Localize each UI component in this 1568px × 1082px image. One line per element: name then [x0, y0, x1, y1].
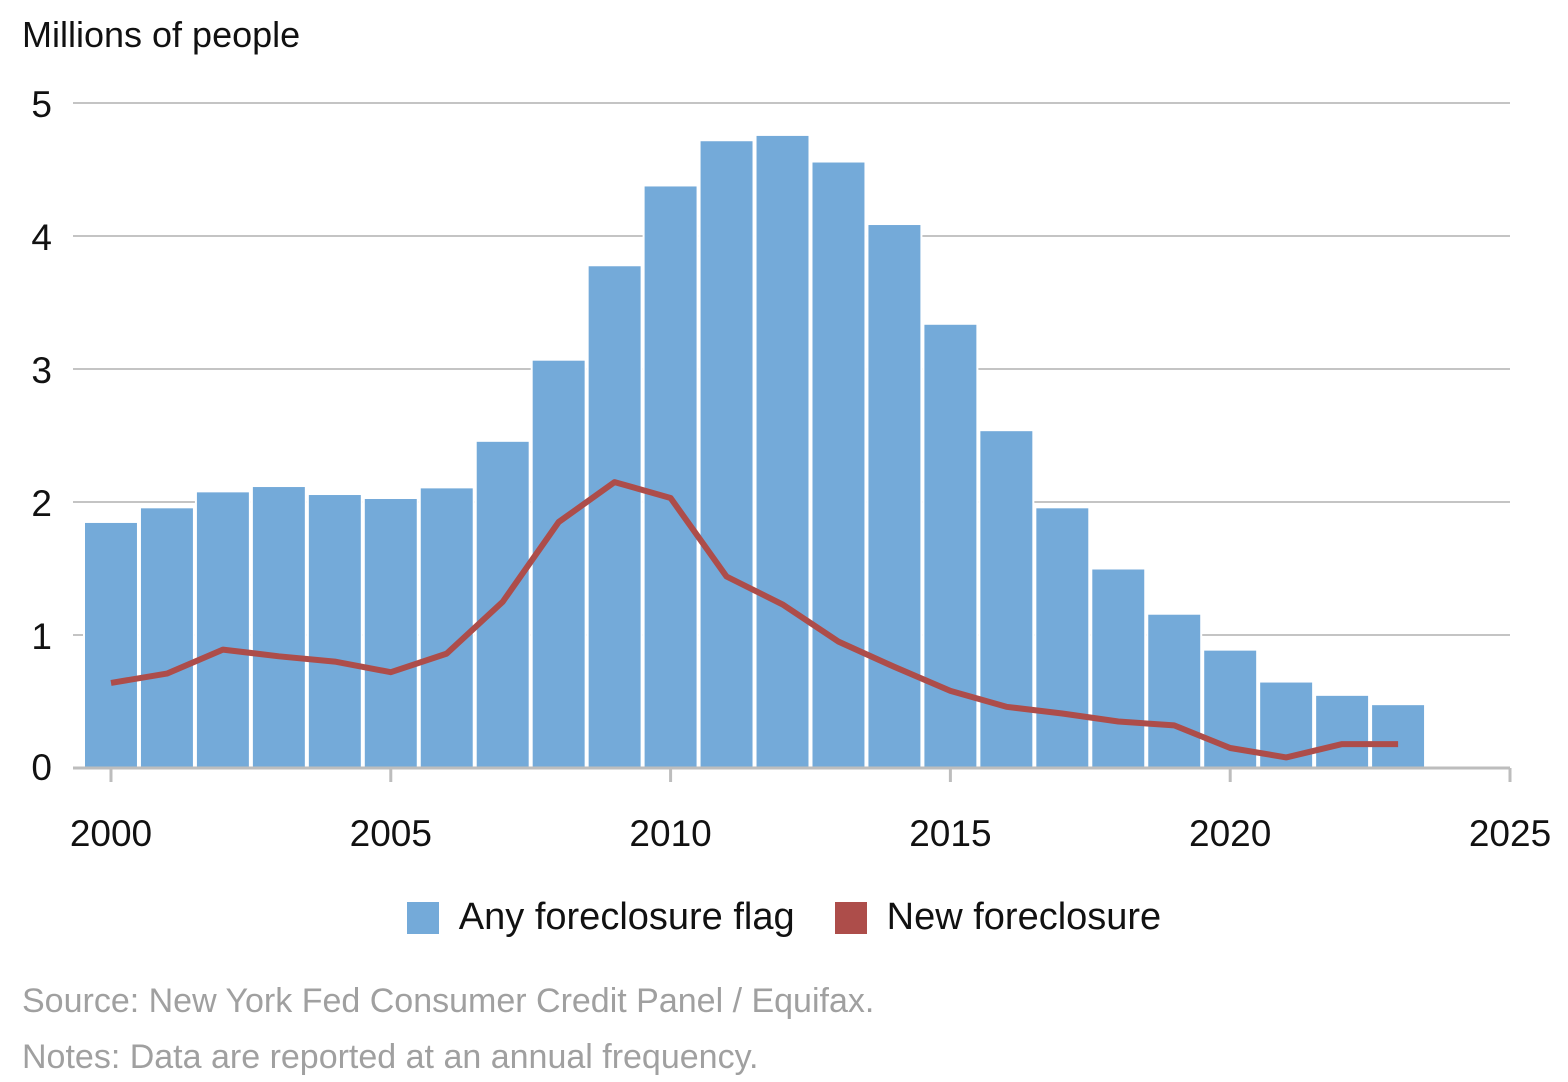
bar-2006 [418, 486, 475, 769]
y-tick-label-3: 3 [31, 350, 52, 391]
bar-series-any-foreclosure-flag [83, 133, 1427, 770]
bar-2010 [642, 184, 699, 769]
bar-2004 [306, 493, 363, 769]
bar-2013 [810, 160, 867, 769]
axes [73, 766, 1512, 782]
y-tick-label-0: 0 [31, 747, 52, 788]
y-tick-label-2: 2 [31, 483, 52, 524]
legend-item-new-foreclosure: New foreclosure [834, 896, 1162, 939]
bar-2019 [1146, 612, 1203, 769]
line-series-new-foreclosure [110, 479, 1399, 761]
bar-2017 [1034, 506, 1091, 769]
bar-2003 [250, 485, 307, 769]
y-tick-label-1: 1 [31, 616, 52, 657]
x-tick-label-2005: 2005 [350, 813, 432, 854]
bar-2001 [138, 506, 195, 769]
bar-2002 [194, 490, 251, 769]
bar-2000 [83, 520, 139, 770]
line-new-foreclosure [110, 479, 1399, 761]
bar-2012 [754, 133, 811, 770]
bar-2016 [978, 429, 1035, 769]
bar-2008 [530, 358, 587, 769]
legend-swatch-line [834, 901, 867, 934]
bar-2023 [1370, 703, 1427, 769]
y-tick-label-4: 4 [31, 217, 52, 258]
notes-note: Notes: Data are reported at an annual fr… [22, 1038, 759, 1076]
bar-2015 [922, 322, 979, 769]
bar-2009 [586, 264, 643, 769]
x-tick-label-2010: 2010 [629, 813, 711, 854]
bar-2011 [698, 139, 755, 770]
legend-label-any-foreclosure-flag: Any foreclosure flag [458, 896, 795, 938]
x-tick-labels: 2000 2005 2010 2015 2020 2025 [70, 813, 1551, 854]
legend-swatch-bar [406, 901, 439, 934]
legend-item-any-foreclosure-flag: Any foreclosure flag [406, 896, 795, 939]
x-tick-label-2020: 2020 [1189, 813, 1271, 854]
x-tick-label-2000: 2000 [70, 813, 152, 854]
bar-2014 [866, 223, 923, 769]
bar-2018 [1090, 567, 1147, 769]
source-note: Source: New York Fed Consumer Credit Pan… [22, 982, 875, 1020]
legend: Any foreclosure flag New foreclosure [0, 896, 1568, 939]
bar-2022 [1314, 693, 1371, 769]
bar-2005 [362, 497, 419, 769]
legend-label-new-foreclosure: New foreclosure [886, 896, 1162, 938]
y-axis-unit-label: Millions of people [22, 14, 301, 55]
y-tick-labels: 0 1 2 3 4 5 [31, 84, 52, 788]
y-tick-label-5: 5 [31, 84, 52, 125]
x-tick-label-2025: 2025 [1469, 813, 1551, 854]
x-tick-label-2015: 2015 [909, 813, 991, 854]
